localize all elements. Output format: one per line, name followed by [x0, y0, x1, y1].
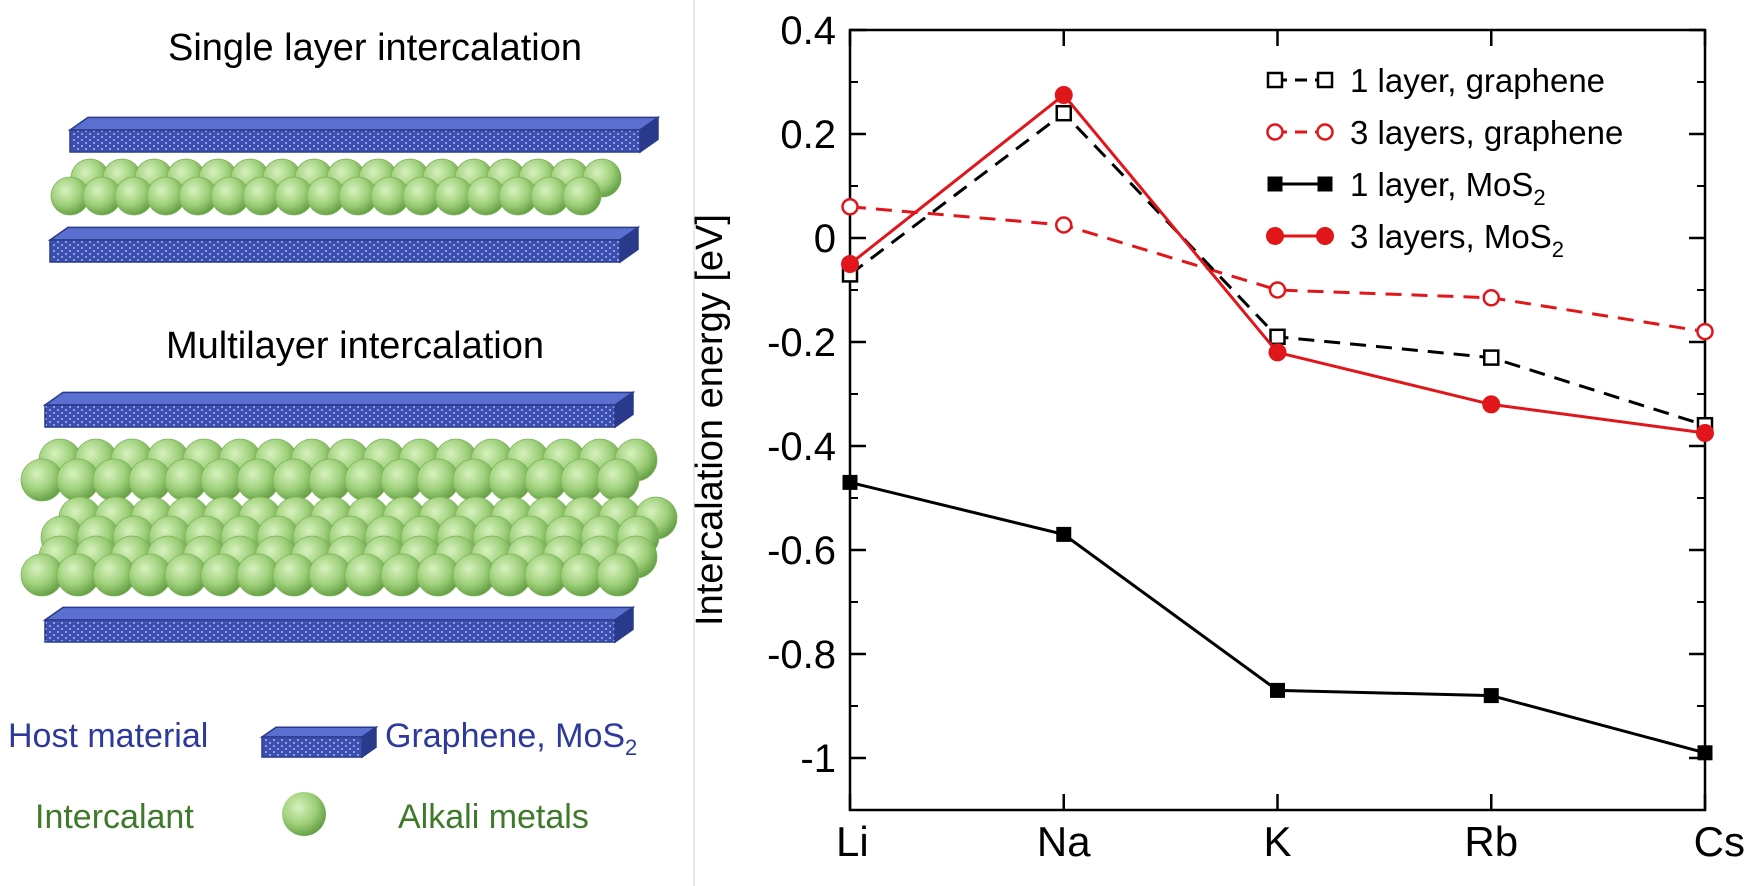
legend: 1 layer, graphene 3 layers, graphene 1 lay…	[1266, 62, 1623, 262]
legend-label: 1 layer, MoS2	[1350, 166, 1546, 210]
data-point	[1696, 322, 1714, 341]
legend-marker	[1316, 123, 1334, 141]
single-layer-title: Single layer intercalation	[168, 27, 582, 69]
legend-entry: 3 layers, MoS2	[1266, 218, 1564, 262]
intercalant-spheres	[20, 158, 678, 597]
legend-marker	[1317, 176, 1333, 192]
data-point	[1482, 395, 1501, 414]
legend-label: 3 layers, graphene	[1350, 114, 1623, 151]
host-examples-label: Graphene, MoS2	[385, 717, 637, 760]
x-tick-label: Na	[1037, 818, 1091, 865]
host-material-label: Host material	[8, 717, 208, 755]
data-point	[1270, 682, 1285, 698]
intercalation-energy-chart: 0.4 0.2 0 -0.2 -0.4 -0.6 -0.8 -1 Li Na K Rb Cs Inte…	[689, 9, 1745, 865]
host-slab	[42, 390, 636, 429]
host-slab	[47, 225, 641, 264]
host-slab-icon	[259, 725, 379, 759]
legend-marker	[1316, 71, 1334, 89]
x-tick-label: K	[1263, 818, 1291, 865]
legend-marker	[1266, 123, 1284, 141]
series-2	[842, 474, 1713, 761]
sphere	[562, 176, 602, 216]
series-line	[849, 205, 1706, 334]
series-3	[841, 86, 1714, 442]
y-tick-label: 0	[814, 217, 836, 261]
intercalant-sphere-key-icon	[282, 792, 326, 836]
data-series	[841, 86, 1714, 761]
host-slab-key-icon	[259, 725, 379, 759]
data-point	[1054, 86, 1073, 104]
legend-entry: 1 layer, graphene	[1266, 62, 1605, 99]
y-axis: 0.4 0.2 0 -0.2 -0.4 -0.6 -0.8 -1	[767, 9, 1705, 811]
y-tick-label: -0.6	[767, 529, 836, 573]
y-tick-label: -0.2	[767, 321, 836, 365]
y-tick-label: -0.8	[767, 633, 836, 677]
legend-marker	[1267, 176, 1283, 192]
y-tick-label: 0.4	[780, 9, 836, 53]
sphere	[596, 553, 640, 597]
data-point	[1483, 349, 1500, 366]
data-point	[1055, 216, 1073, 234]
intercalant-examples-label: Alkali metals	[398, 798, 589, 836]
legend-entry: 1 layer, MoS2	[1267, 166, 1546, 210]
multilayer-title: Multilayer intercalation	[166, 325, 544, 367]
legend-marker	[1266, 227, 1284, 245]
host-slabs	[42, 115, 661, 644]
data-point	[1056, 526, 1072, 542]
data-point	[1483, 688, 1499, 704]
x-axis: Li Na K Rb Cs	[836, 30, 1745, 865]
y-axis-label: Intercalation energy [eV]	[689, 214, 731, 626]
data-point	[1696, 424, 1714, 442]
data-point	[1268, 281, 1287, 299]
intercalation-schematic: Single layer intercalation Multilayer in…	[8, 27, 678, 836]
data-point	[841, 198, 859, 216]
data-point	[1269, 328, 1286, 346]
host-slab	[42, 605, 636, 644]
x-tick-label: Cs	[1694, 818, 1745, 865]
data-point	[1268, 343, 1287, 362]
sphere	[596, 458, 640, 502]
series-1	[841, 198, 1714, 341]
y-tick-label: -1	[800, 737, 836, 781]
x-tick-label: Li	[836, 818, 869, 865]
y-tick-label: 0.2	[780, 113, 836, 157]
legend-marker	[1316, 227, 1334, 245]
intercalant-label: Intercalant	[35, 798, 194, 836]
legend-label: 3 layers, MoS2	[1350, 218, 1564, 262]
y-tick-label: -0.4	[767, 425, 836, 469]
data-point	[1482, 289, 1500, 307]
legend-marker	[1266, 71, 1284, 89]
legend-entry: 3 layers, graphene	[1266, 114, 1623, 151]
series-line	[849, 111, 1706, 427]
x-tick-label: Rb	[1464, 818, 1518, 865]
series-line	[849, 480, 1706, 755]
host-slab	[67, 115, 661, 154]
data-point	[1697, 745, 1713, 761]
data-point	[1055, 104, 1072, 122]
series-0	[841, 104, 1714, 434]
data-point	[842, 474, 858, 490]
legend-label: 1 layer, graphene	[1350, 62, 1605, 99]
data-point	[841, 255, 859, 273]
